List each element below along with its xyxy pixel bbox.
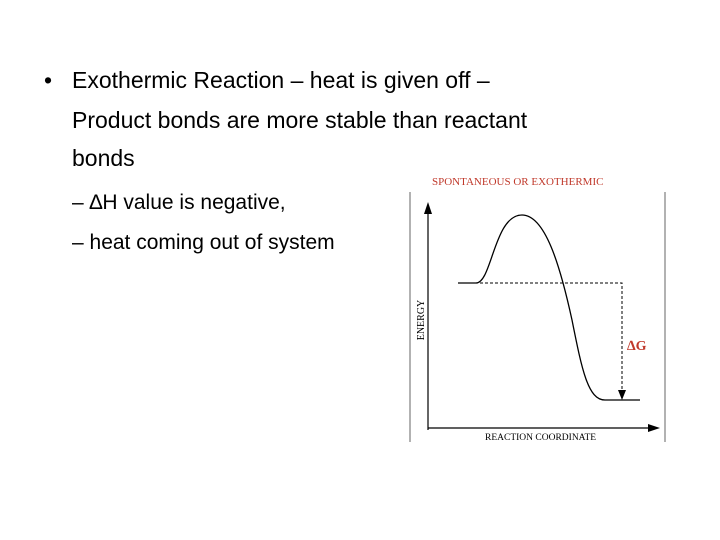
bullet-marker: • <box>44 67 52 93</box>
figure-title: SPONTANEOUS OR EXOTHERMIC <box>432 176 603 188</box>
bullet-line: Product bonds are more stable than react… <box>72 107 528 133</box>
energy-curve <box>458 214 640 401</box>
sub-item: – heat coming out of system <box>72 231 335 254</box>
energy-diagram: SPONTANEOUS OR EXOTHERMIC ENERGY REACTIO… <box>409 176 666 443</box>
delta-g-label: ∆G <box>627 339 647 354</box>
arrowhead <box>424 202 432 214</box>
sub-item: – ∆H value is negative, <box>72 191 286 214</box>
arrowhead <box>618 390 626 400</box>
arrowhead <box>648 424 660 432</box>
bullet-line: bonds <box>72 145 135 171</box>
dashed-guide <box>480 282 623 392</box>
y-label: ENERGY <box>416 300 427 341</box>
x-label: REACTION COORDINATE <box>485 433 596 443</box>
bullet-line: Exothermic Reaction – heat is given off … <box>72 67 490 93</box>
